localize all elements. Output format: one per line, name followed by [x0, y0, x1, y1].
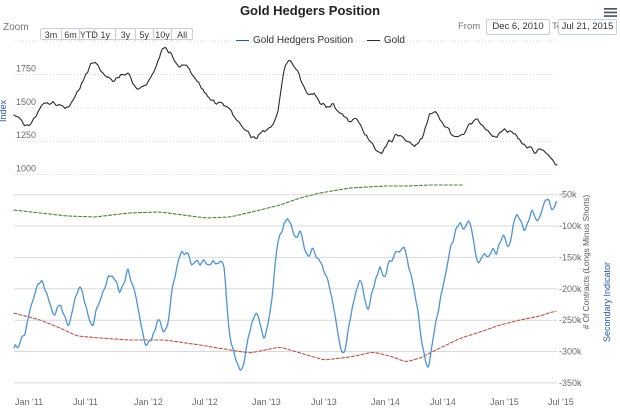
svg-text:Jan '12: Jan '12: [134, 397, 163, 407]
svg-text:-150k: -150k: [559, 252, 582, 262]
svg-text:Jul '12: Jul '12: [192, 397, 218, 407]
svg-text:Jan '11: Jan '11: [15, 397, 43, 407]
svg-text:Jan '14: Jan '14: [371, 397, 400, 407]
svg-text:1500: 1500: [16, 97, 36, 107]
svg-text:Jul '15: Jul '15: [548, 397, 574, 407]
svg-text:-350k: -350k: [559, 378, 582, 388]
svg-text:Jul '11: Jul '11: [73, 397, 98, 407]
svg-text:Secondary Indicator: Secondary Indicator: [602, 262, 612, 342]
svg-text:Jan '13: Jan '13: [252, 397, 281, 407]
svg-text:# Of Contracts (Longs Minus Sh: # Of Contracts (Longs Minus Shorts): [581, 194, 591, 329]
svg-text:Jul '14: Jul '14: [430, 397, 456, 407]
svg-text:-300k: -300k: [559, 347, 582, 357]
svg-text:Index: Index: [0, 99, 8, 122]
svg-text:-100k: -100k: [559, 221, 582, 231]
svg-text:1000: 1000: [16, 164, 36, 174]
svg-text:1750: 1750: [16, 64, 36, 74]
svg-text:-50k: -50k: [559, 190, 577, 200]
svg-text:Jul '13: Jul '13: [311, 397, 337, 407]
svg-text:1250: 1250: [16, 130, 36, 140]
svg-text:-250k: -250k: [559, 315, 582, 325]
svg-text:Jan '15: Jan '15: [490, 397, 519, 407]
svg-text:-200k: -200k: [559, 284, 582, 294]
